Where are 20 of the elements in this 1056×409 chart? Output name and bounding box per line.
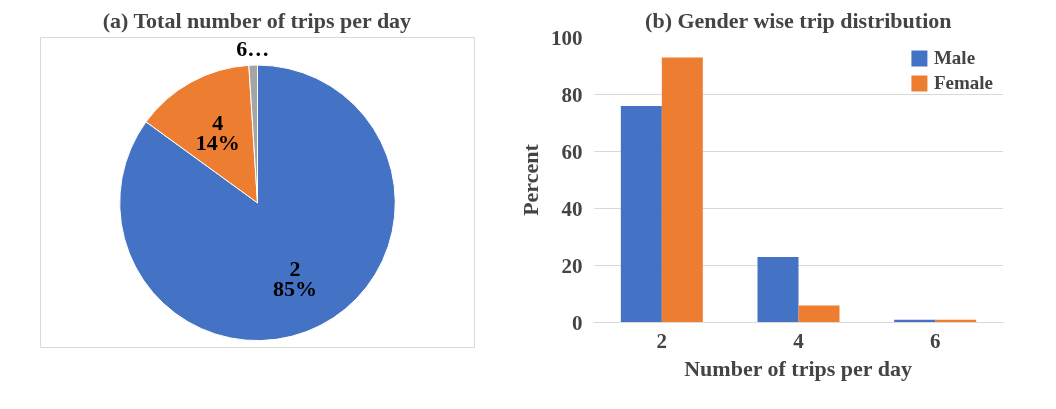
- y-axis-title: Percent: [518, 143, 543, 216]
- chart-title: (b) Gender wise trip distribution: [645, 7, 952, 33]
- bar: [757, 256, 799, 323]
- x-tick-label: 4: [793, 328, 805, 353]
- y-tick-label: 80: [561, 82, 583, 107]
- chart-title: (a) Total number of trips per day: [102, 7, 412, 33]
- x-tick-label: 2: [656, 328, 668, 353]
- x-tick-label: 6: [929, 328, 941, 353]
- y-tick-label: 40: [561, 196, 583, 221]
- bar: [798, 305, 840, 323]
- y-tick-label: 60: [561, 139, 583, 164]
- slice-label: 6…: [236, 36, 270, 62]
- bar: [661, 57, 703, 323]
- legend-label: Male: [933, 47, 976, 69]
- y-tick-label: 100: [551, 25, 583, 50]
- y-tick-label: 0: [572, 310, 583, 335]
- y-tick-label: 20: [561, 253, 583, 278]
- bar: [620, 105, 662, 323]
- legend-label: Female: [933, 72, 993, 94]
- x-axis-title: Number of trips per day: [684, 355, 912, 381]
